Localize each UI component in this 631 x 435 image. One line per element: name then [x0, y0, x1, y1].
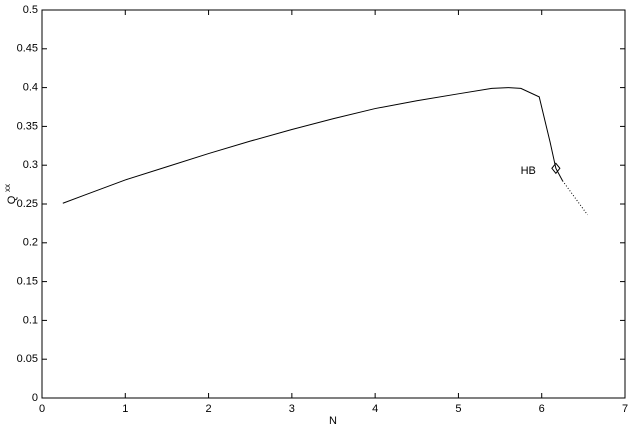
y-axis-label-group: Q xx [3, 184, 18, 204]
x-tick-label: 0 [39, 403, 45, 415]
y-tick-label: 0.1 [23, 314, 38, 326]
plot-frame [41, 9, 626, 399]
x-tick-label: 4 [372, 403, 378, 415]
y-tick-label: 0.4 [23, 82, 38, 94]
y-tick-label: 0 [32, 392, 38, 404]
y-axis-label: Q [6, 195, 18, 204]
curve [62, 87, 563, 204]
x-tick-label: 7 [622, 403, 628, 415]
x-tick-label: 5 [455, 403, 461, 415]
y-tick-label: 0.25 [17, 198, 38, 210]
x-tick-label: 2 [206, 403, 212, 415]
y-tick-label: 0.3 [23, 159, 38, 171]
y-axis-label-superscript: xx [3, 184, 12, 192]
curve [562, 180, 588, 216]
bifurcation-marker [551, 162, 561, 175]
y-tick-label: 0.15 [17, 276, 38, 288]
x-axis-label: N [329, 415, 337, 427]
x-tick-label: 6 [539, 403, 545, 415]
y-tick-label: 0.05 [17, 353, 38, 365]
y-tick-label: 0.45 [17, 43, 38, 55]
y-tick-label: 0.2 [23, 237, 38, 249]
y-tick-label: 0.35 [17, 120, 38, 132]
point-label: HB [521, 165, 536, 177]
x-tick-label: 1 [122, 403, 128, 415]
x-tick-label: 3 [289, 403, 295, 415]
y-tick-label: 0.5 [23, 4, 38, 16]
